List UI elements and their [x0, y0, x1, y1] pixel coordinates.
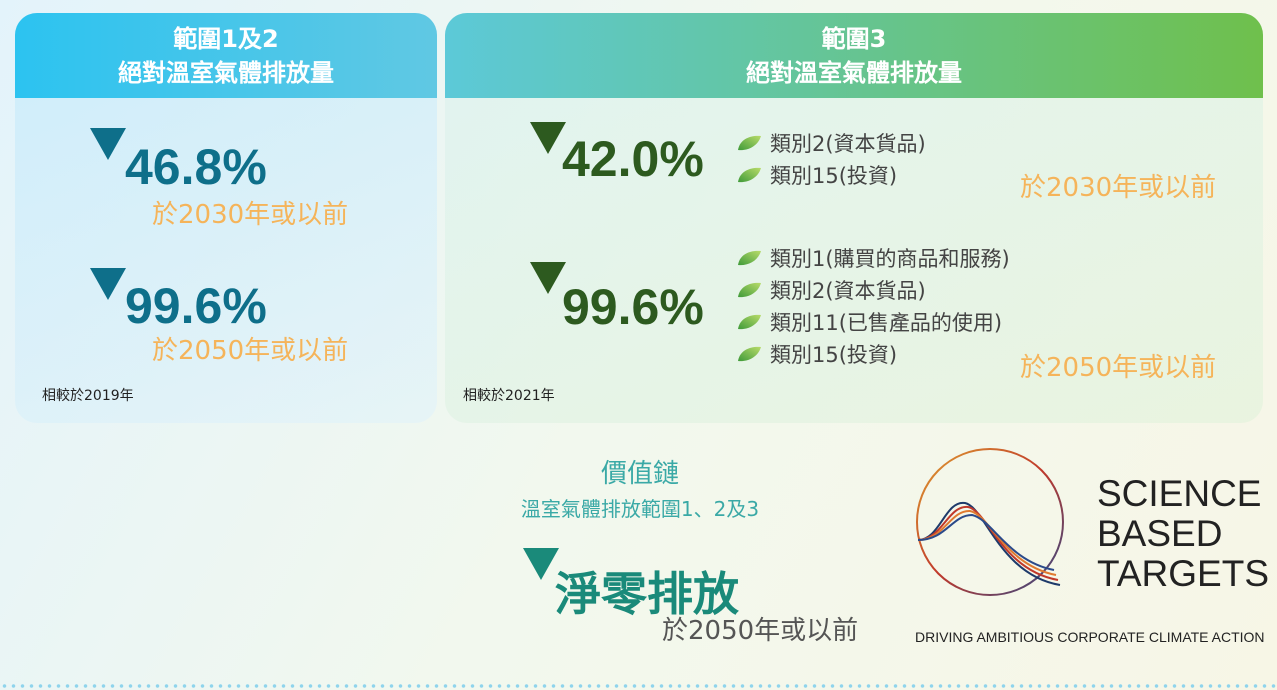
target-deadline: 於2030年或以前: [152, 200, 349, 230]
down-arrow: [523, 548, 559, 580]
sbt-tagline: DRIVING AMBITIOUS CORPORATE CLIMATE ACTI…: [915, 629, 1265, 645]
category: 類別2(資本貨品): [770, 279, 926, 303]
leaf-icon: [736, 281, 762, 303]
dotted-border: [0, 684, 1277, 688]
down-arrow: [90, 268, 126, 300]
vc-deadline: 於2050年或以前: [662, 616, 859, 646]
scope12-panel: 範圍1及2 絕對溫室氣體排放量: [15, 13, 437, 423]
target-deadline: 於2030年或以前: [1020, 173, 1217, 203]
header-line: 範圍3: [821, 25, 887, 53]
target-deadline: 於2050年或以前: [1020, 353, 1217, 383]
leaf-icon: [736, 345, 762, 367]
panel-header: 範圍3 絕對溫室氣體排放量: [445, 13, 1263, 98]
down-arrow: [530, 122, 566, 154]
sbt-logo-mark: [916, 448, 1064, 596]
header-line: 絕對溫室氣體排放量: [118, 59, 334, 87]
down-arrow: [90, 128, 126, 160]
header-line: 範圍1及2: [173, 25, 279, 53]
leaf-icon: [736, 166, 762, 188]
category: 類別15(投資): [770, 164, 898, 188]
vc-subtitle: 溫室氣體排放範圍1、2及3: [520, 497, 760, 521]
target-value: 46.8%: [125, 139, 267, 195]
logo-line: TARGETS: [1097, 553, 1269, 594]
baseline: 相較於2019年: [42, 388, 134, 404]
vc-target: 淨零排放: [555, 567, 739, 621]
target-deadline: 於2050年或以前: [152, 336, 349, 366]
target-value: 99.6%: [125, 278, 267, 334]
leaf-icon: [736, 313, 762, 335]
header-line: 絕對溫室氣體排放量: [746, 59, 962, 87]
target-value: 42.0%: [562, 131, 704, 187]
leaf-icon: [736, 249, 762, 271]
category: 類別15(投資): [770, 343, 898, 367]
leaf-icon: [736, 134, 762, 156]
category: 類別11(已售產品的使用): [770, 311, 1003, 335]
scope3-panel: 範圍3 絕對溫室氣體排放量: [445, 13, 1263, 423]
target-value: 99.6%: [562, 279, 704, 335]
panel-header: 範圍1及2 絕對溫室氣體排放量: [15, 13, 437, 98]
category: 類別1(購買的商品和服務): [770, 247, 1010, 271]
category: 類別2(資本貨品): [770, 132, 926, 156]
vc-title: 價值鏈: [600, 459, 680, 489]
logo-line: BASED: [1097, 513, 1223, 554]
logo-line: SCIENCE: [1097, 473, 1262, 514]
baseline: 相較於2021年: [463, 388, 555, 404]
down-arrow: [530, 262, 566, 294]
